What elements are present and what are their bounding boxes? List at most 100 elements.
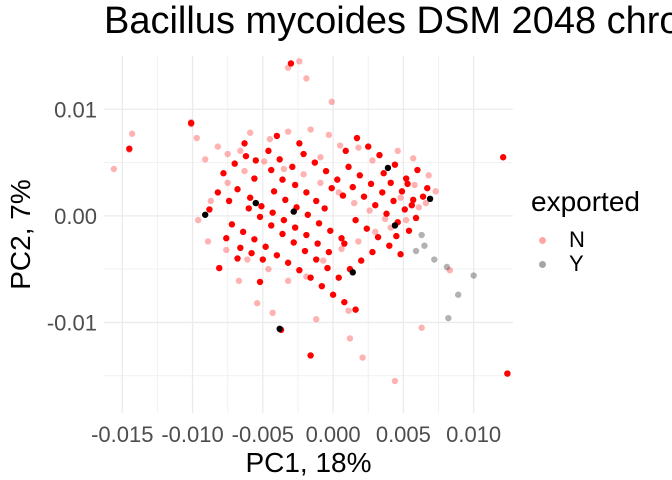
data-point-n xyxy=(321,205,328,212)
data-point-n xyxy=(313,197,320,205)
data-point-n xyxy=(412,214,420,222)
data-point-n xyxy=(324,264,331,272)
data-point-n xyxy=(369,157,376,164)
data-point-n xyxy=(411,181,418,189)
data-point-n xyxy=(204,238,212,245)
data-point-y xyxy=(384,164,392,172)
data-point-y xyxy=(391,222,399,229)
x-tick-label: 0.010 xyxy=(446,422,501,447)
data-point-n xyxy=(187,119,195,127)
data-point-n xyxy=(256,213,264,221)
data-point-n xyxy=(356,172,364,179)
data-point-y xyxy=(443,263,451,271)
chart-title: Bacillus mycoides DSM 2048 chro xyxy=(104,0,672,42)
data-point-n xyxy=(261,158,268,165)
data-point-n xyxy=(369,248,376,256)
data-point-n xyxy=(325,131,333,139)
data-point-n xyxy=(246,129,254,136)
data-point-n xyxy=(410,196,417,204)
data-point-n xyxy=(432,188,439,195)
data-point-n xyxy=(228,221,236,228)
data-point-n xyxy=(280,216,288,224)
data-point-n xyxy=(273,132,281,140)
data-point-n xyxy=(328,184,335,192)
data-point-n xyxy=(404,180,411,188)
data-point-n xyxy=(338,235,345,242)
data-point-n xyxy=(387,179,394,187)
data-point-n xyxy=(296,140,303,147)
data-point-n xyxy=(380,170,387,177)
data-point-n xyxy=(307,126,314,133)
data-point-n xyxy=(374,233,382,241)
data-point-n xyxy=(325,248,333,256)
data-point-n xyxy=(318,282,326,290)
data-point-n xyxy=(259,256,267,263)
data-point-n xyxy=(341,240,348,247)
data-point-n xyxy=(206,206,213,213)
data-point-n xyxy=(296,267,303,274)
data-point-n xyxy=(256,278,264,286)
data-point-n xyxy=(268,166,275,174)
x-tick-label: -0.015 xyxy=(91,422,153,447)
data-point-n xyxy=(304,211,311,218)
data-point-n xyxy=(419,193,427,200)
data-point-n xyxy=(317,179,324,187)
data-point-y xyxy=(431,256,438,263)
data-point-y xyxy=(418,231,425,239)
data-point-y xyxy=(201,211,209,218)
data-point-n xyxy=(398,188,406,195)
data-point-n xyxy=(207,197,215,205)
data-point-y xyxy=(426,195,434,202)
data-point-n xyxy=(234,186,241,193)
data-point-n xyxy=(401,206,408,213)
data-point-n xyxy=(282,196,289,204)
data-point-n xyxy=(270,188,278,195)
data-point-n xyxy=(265,265,272,273)
data-point-n xyxy=(284,277,292,285)
data-point-n xyxy=(359,354,366,361)
data-point-n xyxy=(345,307,352,314)
x-axis-title: PC1, 18% xyxy=(245,447,371,478)
data-point-n xyxy=(269,209,276,216)
data-point-n xyxy=(214,189,222,196)
data-point-y xyxy=(276,325,283,333)
data-point-n xyxy=(241,167,248,175)
data-point-n xyxy=(303,231,310,239)
data-point-n xyxy=(376,151,383,159)
data-point-n xyxy=(314,240,321,247)
data-point-n xyxy=(320,257,327,264)
data-point-n xyxy=(223,235,230,242)
data-point-n xyxy=(394,147,401,155)
data-point-n xyxy=(381,215,389,223)
data-point-n xyxy=(126,145,133,152)
data-point-n xyxy=(266,135,274,143)
data-point-n xyxy=(352,216,359,224)
data-point-n xyxy=(290,239,297,246)
data-point-n xyxy=(342,147,349,155)
x-tick-label: -0.010 xyxy=(161,422,223,447)
data-point-n xyxy=(273,252,281,259)
data-point-n xyxy=(349,183,356,191)
data-point-n xyxy=(280,165,288,173)
data-point-n xyxy=(276,156,283,163)
data-point-n xyxy=(237,147,244,155)
data-point-n xyxy=(224,150,231,158)
data-point-n xyxy=(397,251,404,258)
y-tick-label: 0.01 xyxy=(54,97,97,122)
data-point-n xyxy=(317,154,324,161)
data-point-n xyxy=(300,150,307,158)
y-axis-title: PC2, 7% xyxy=(5,179,36,290)
data-point-n xyxy=(268,222,275,229)
data-point-y xyxy=(470,272,477,279)
data-point-n xyxy=(303,75,310,82)
data-point-n xyxy=(367,180,375,188)
legend-label-y: Y xyxy=(569,251,584,276)
data-point-n xyxy=(231,160,238,167)
data-point-n xyxy=(291,224,299,231)
data-point-n xyxy=(405,227,413,234)
data-point-n xyxy=(352,306,359,313)
data-point-n xyxy=(415,204,423,211)
data-point-n xyxy=(279,176,286,183)
data-point-n xyxy=(366,207,373,214)
